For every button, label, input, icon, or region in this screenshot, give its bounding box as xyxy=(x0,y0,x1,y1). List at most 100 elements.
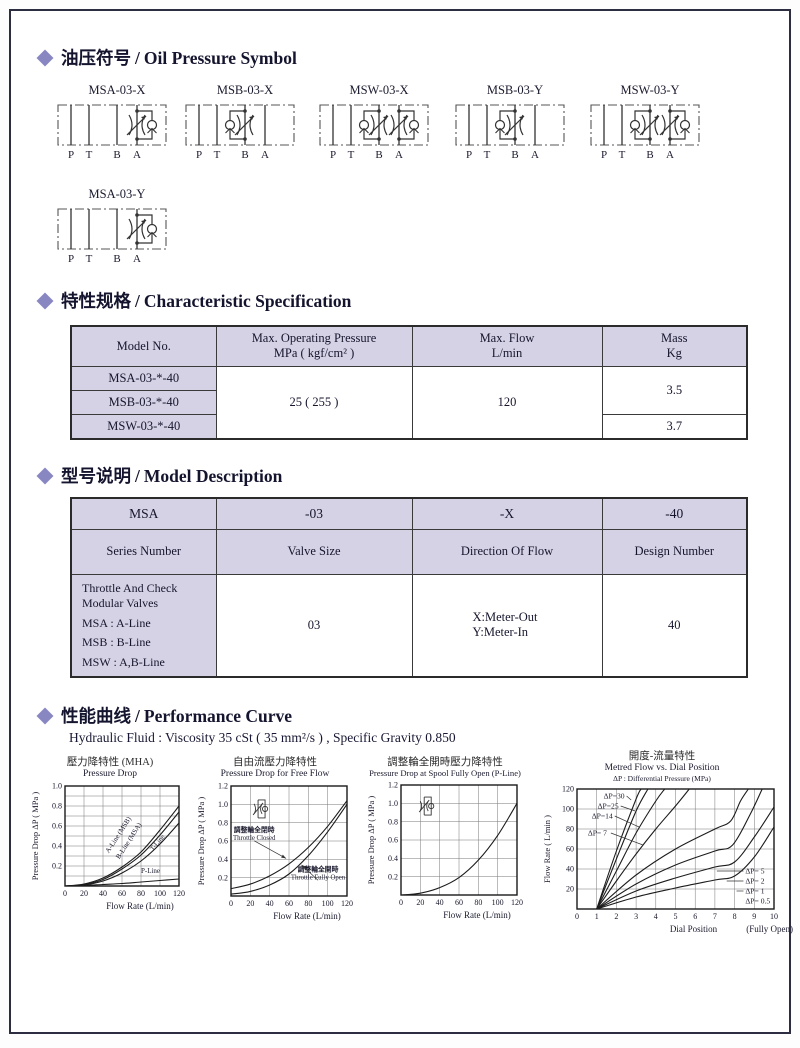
x-axis-label: Flow Rate (L/min) xyxy=(443,910,511,920)
curve-p-line xyxy=(64,878,180,887)
svg-text:7: 7 xyxy=(713,912,717,921)
junction-dot xyxy=(135,137,139,141)
check-seat xyxy=(630,127,640,134)
hydraulic-symbol-msb-03-y: MSB-03-Y P T B A xyxy=(449,83,581,168)
section-header-performance-curve: 性能曲线 / Performance Curve xyxy=(36,703,293,728)
section-title-en: Performance Curve xyxy=(143,706,293,726)
check-seat xyxy=(147,231,157,238)
throttle-arrowhead xyxy=(141,116,146,120)
svg-text:0: 0 xyxy=(229,899,233,908)
svg-text:6: 6 xyxy=(693,912,697,921)
envelope-dashdot xyxy=(185,104,295,146)
junction-dot xyxy=(513,109,517,113)
symbol-label: MSB-03-X xyxy=(216,83,274,97)
check-seat xyxy=(409,127,419,134)
port-label: B xyxy=(375,149,382,161)
port-label: B xyxy=(241,149,248,161)
header-line: Max. Flow xyxy=(479,330,535,345)
desc-line: Modular Valves xyxy=(82,596,159,611)
junction-dot xyxy=(397,137,401,141)
check-seat xyxy=(147,127,157,134)
junction-dot xyxy=(377,137,381,141)
svg-text:0.6: 0.6 xyxy=(388,836,398,845)
x-axis-label: Dial Position xyxy=(670,924,718,934)
title-slash: / xyxy=(135,48,140,68)
svg-text:120: 120 xyxy=(173,889,185,898)
svg-text:40: 40 xyxy=(99,889,107,898)
chart-title-en: Pressure Drop xyxy=(82,769,138,780)
svg-text:0: 0 xyxy=(399,898,403,907)
check-valve-icon xyxy=(146,119,158,131)
svg-text:0.4: 0.4 xyxy=(218,855,228,864)
valve-icon xyxy=(252,799,269,819)
throttle-arrowhead xyxy=(403,116,408,120)
throttle-arrow xyxy=(126,115,147,136)
throttle-arrow xyxy=(388,115,409,136)
curve-label: ΔP= 7 xyxy=(588,828,607,837)
svg-text:3: 3 xyxy=(634,912,638,921)
throttle-arrowhead xyxy=(141,220,146,224)
throttle-arrowhead xyxy=(249,116,254,120)
port-label: T xyxy=(619,149,626,161)
section-header-oil-pressure-symbol: 油压符号 / Oil Pressure Symbol xyxy=(36,45,297,70)
junction-dot xyxy=(243,137,247,141)
section-title-zh: 型号说明 xyxy=(61,466,131,486)
chart-title-en: Pressure Drop for Free Flow xyxy=(220,769,330,780)
svg-text:8: 8 xyxy=(733,912,737,921)
throttle-arrow xyxy=(504,115,525,136)
section-title-en: Oil Pressure Symbol xyxy=(143,48,297,68)
curve-throttle-fully-open xyxy=(230,804,348,895)
curve-label: ΔP= 1 xyxy=(745,886,764,895)
check-valve-icon xyxy=(679,119,691,131)
port-label: P xyxy=(466,149,472,161)
section-title: 油压符号 / Oil Pressure Symbol xyxy=(61,45,297,70)
chart-title-en: Metred Flow vs. Dial Position xyxy=(604,763,720,774)
port-label: P xyxy=(196,149,202,161)
svg-text:0.2: 0.2 xyxy=(52,862,62,871)
port-label: P xyxy=(601,149,607,161)
grid-lines xyxy=(231,785,347,896)
plot-border xyxy=(230,785,348,897)
annotation-label: 調整輪全閉時 xyxy=(234,825,275,834)
col-header-model-no: Model No. xyxy=(70,325,217,367)
envelope-dashdot xyxy=(319,104,429,146)
symbol-label: MSA-03-X xyxy=(88,83,146,97)
symbol-label: MSB-03-Y xyxy=(486,83,544,97)
diamond-icon xyxy=(36,707,54,724)
section-title: 型号说明 / Model Description xyxy=(61,463,282,488)
svg-text:120: 120 xyxy=(341,899,353,908)
chart-title-en: Pressure Drop at Spool Fully Open (P-Lin… xyxy=(369,768,521,779)
svg-text:80: 80 xyxy=(304,899,312,908)
specification-table: Model No. Max. Operating Pressure MPa ( k… xyxy=(70,325,748,440)
port-label: P xyxy=(68,149,74,161)
flow-direction-cell: X:Meter-Out Y:Meter-In xyxy=(411,573,603,678)
throttle-arc xyxy=(661,114,666,136)
port-label: A xyxy=(666,149,674,161)
code-design: -40 xyxy=(601,497,748,530)
svg-text:40: 40 xyxy=(266,899,274,908)
port-label: P xyxy=(68,253,74,265)
curve-label: ΔP= 0.5 xyxy=(745,896,770,905)
header-line: Mass xyxy=(661,330,688,345)
curve--p=2 xyxy=(596,788,763,910)
diamond-icon xyxy=(36,467,54,484)
svg-text:0.8: 0.8 xyxy=(388,817,398,826)
x-axis-label: Flow Rate (L/min) xyxy=(106,901,174,911)
check-seat xyxy=(495,127,505,134)
svg-text:80: 80 xyxy=(566,825,574,834)
x-axis-label: Flow Rate (L/min) xyxy=(273,911,341,921)
port-label: T xyxy=(348,149,355,161)
throttle-arc xyxy=(390,114,395,136)
throttle-arrow xyxy=(639,115,660,136)
desc-line: MSA : A-Line xyxy=(82,615,151,630)
model-cell: MSB-03-*-40 xyxy=(70,389,217,415)
port-label: A xyxy=(261,149,269,161)
hydraulic-fluid-note: Hydraulic Fluid : Viscosity 35 cSt ( 35 … xyxy=(69,730,456,745)
svg-text:60: 60 xyxy=(118,889,126,898)
curve--p=0.5 xyxy=(596,826,775,910)
section-title-zh: 油压符号 xyxy=(61,48,131,68)
